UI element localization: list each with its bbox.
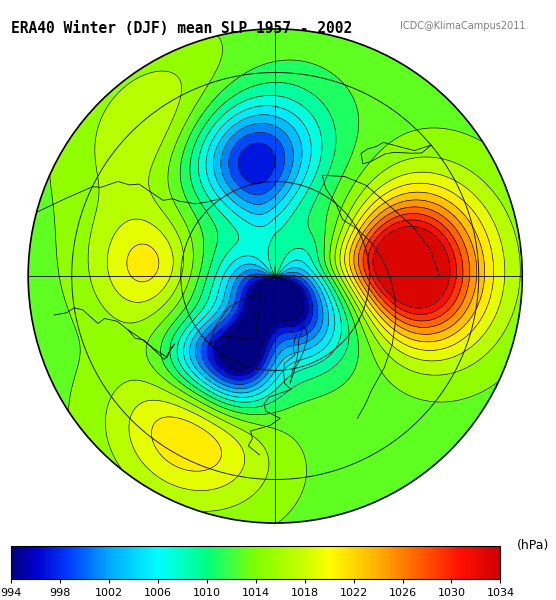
Point xyxy=(271,271,280,281)
Point xyxy=(271,271,280,281)
Point xyxy=(271,271,280,281)
Point xyxy=(271,271,280,281)
Point xyxy=(271,271,280,281)
Point xyxy=(271,271,280,281)
Point xyxy=(271,271,280,281)
Point xyxy=(271,271,280,281)
Point xyxy=(271,271,280,281)
Point xyxy=(271,271,280,281)
Point xyxy=(271,271,280,281)
Point xyxy=(271,271,280,281)
Text: ICDC@KlimaCampus2011: ICDC@KlimaCampus2011 xyxy=(400,21,526,31)
Point xyxy=(271,271,280,281)
Point xyxy=(271,271,280,281)
Point xyxy=(271,271,280,281)
Point xyxy=(271,271,280,281)
Point xyxy=(271,271,280,281)
Point xyxy=(271,271,280,281)
Point xyxy=(271,271,280,281)
Point xyxy=(271,271,280,281)
Point xyxy=(271,271,280,281)
Point xyxy=(271,271,280,281)
Point xyxy=(271,271,280,281)
Point xyxy=(271,271,280,281)
Text: ERA40 Winter (DJF) mean SLP 1957 - 2002: ERA40 Winter (DJF) mean SLP 1957 - 2002 xyxy=(11,21,353,36)
Point xyxy=(271,271,280,281)
Point xyxy=(271,271,280,281)
Point xyxy=(271,271,280,281)
Point xyxy=(271,271,280,281)
Point xyxy=(271,271,280,281)
Point xyxy=(271,271,280,281)
Point xyxy=(271,271,280,281)
Text: (hPa): (hPa) xyxy=(517,539,549,553)
Point xyxy=(271,271,280,281)
Point xyxy=(271,271,280,281)
Point xyxy=(271,271,280,281)
Point xyxy=(271,271,280,281)
Point xyxy=(271,271,280,281)
Point xyxy=(271,271,280,281)
Point xyxy=(271,271,280,281)
Point xyxy=(271,271,280,281)
Point xyxy=(271,271,280,281)
Point xyxy=(271,271,280,281)
Point xyxy=(271,271,280,281)
Point xyxy=(271,271,280,281)
